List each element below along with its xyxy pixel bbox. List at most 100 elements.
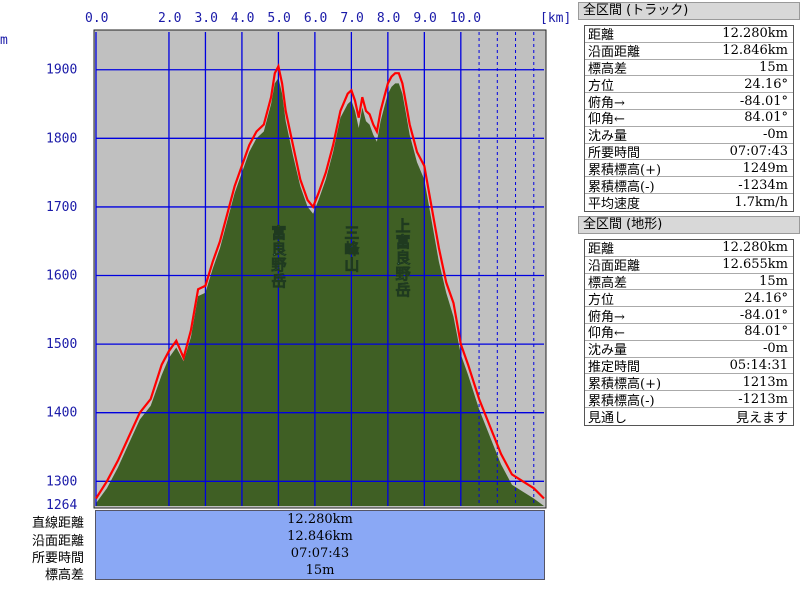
stat-label: 俯角→ [588, 309, 625, 325]
stat-label: 見通し [588, 410, 628, 426]
x-tick-label: 6.0 [304, 11, 327, 26]
summary-label: 標高差 [44, 568, 84, 583]
y-tick-label: 1500 [46, 337, 77, 352]
stat-label: 沈み量 [588, 129, 628, 145]
summary-values-box: 12.280km 12.846km 07:07:43 15m [95, 510, 545, 580]
terrain-panel-title: 全区間 (地形) [578, 216, 800, 234]
x-tick-label: 4.0 [231, 11, 254, 26]
y-tick-label: 1600 [46, 269, 77, 284]
peak-annotation-char: 峰 [344, 240, 360, 258]
stat-value: 見えます [735, 410, 788, 426]
y-tick-label: 1300 [46, 474, 77, 489]
stat-label: 距離 [588, 242, 615, 258]
stat-value: 12.280km [722, 240, 788, 256]
stat-row: 沈み量 -0m [585, 341, 793, 358]
stat-value: 1.7km/h [734, 194, 788, 210]
peak-annotation: 三峰山 [344, 224, 361, 275]
y-tick-label: 1900 [46, 63, 77, 78]
stat-label: 所要時間 [588, 145, 641, 161]
x-unit-label: [km] [540, 11, 571, 26]
stat-value: -0m [763, 341, 788, 357]
stat-row: 見通し 見えます [585, 408, 793, 426]
stat-row: 平均速度 1.7km/h [585, 194, 793, 212]
peak-annotation-char: 岳 [395, 281, 410, 299]
stat-value: 05:14:31 [729, 357, 788, 373]
stat-value: 84.01° [744, 324, 788, 340]
summary-labels: 直線距離 沿面距離 所要時間 標高差 [0, 510, 90, 600]
track-panel-title: 全区間 (トラック) [578, 2, 800, 20]
elevation-profile-chart: 0.0 2.0 3.0 4.0 5.0 6.0 7.0 8.0 9.0 10.0 1300 1400… [0, 11, 571, 510]
terrain-stats-table: 距離 12.280km 沿面距離 12.655km 標高差 15m 方位 24.16° … [584, 239, 794, 426]
stat-value: 84.01° [744, 110, 788, 126]
stat-row: 所要時間 07:07:43 [585, 144, 793, 161]
summary-value: 12.280km [287, 512, 353, 527]
stat-label: 俯角→ [588, 95, 625, 111]
stat-row: 推定時間 05:14:31 [585, 358, 793, 375]
stat-label: 累積標高(-) [588, 179, 655, 195]
summary-label: 直線距離 [31, 516, 84, 531]
peak-annotation-char: 野 [395, 265, 410, 283]
stat-value: 24.16° [744, 290, 788, 306]
summary-value: 07:07:43 [290, 546, 350, 561]
peak-annotation-char: 富 [271, 224, 286, 242]
stat-row: 方位 24.16° [585, 76, 793, 94]
stat-value: -1234m [738, 177, 788, 193]
stat-value: 1249m [742, 160, 788, 176]
x-tick-label: 2.0 [158, 11, 181, 26]
summary-label: 沿面距離 [31, 534, 84, 549]
x-tick-label: 3.0 [194, 11, 217, 26]
stat-value: 15m [759, 59, 788, 75]
grid-lines [95, 32, 544, 506]
x-tick-label: 7.0 [340, 11, 363, 26]
summary-value: 12.846km [287, 529, 353, 544]
summary-label: 所要時間 [31, 551, 84, 566]
stat-row: 仰角← 84.01° [585, 324, 793, 341]
terrain-stats-panel: 全区間 (地形) 距離 12.280km 沿面距離 12.655km 標高差 15m … [578, 216, 800, 426]
stat-label: 方位 [588, 292, 615, 308]
stat-label: 方位 [588, 78, 615, 94]
stat-row: 俯角→ -84.01° [585, 93, 793, 111]
stat-value: -84.01° [739, 93, 788, 109]
track-stats-panel: 全区間 (トラック) 距離 12.280km 沿面距離 12.846km 標高差 15… [578, 2, 800, 212]
stat-value: -84.01° [739, 307, 788, 323]
peak-annotation-char: 山 [344, 256, 359, 274]
stat-label: 沿面距離 [588, 45, 641, 61]
x-axis-ticks: 0.0 2.0 3.0 4.0 5.0 6.0 7.0 8.0 9.0 10.0 [85, 11, 481, 26]
stat-value: 12.846km [722, 43, 788, 59]
stat-label: 距離 [588, 28, 615, 44]
peak-annotation-char: 良 [271, 240, 286, 258]
stat-label: 平均速度 [588, 196, 641, 212]
peak-annotation-char: 良 [395, 249, 410, 267]
stat-row: 沿面距離 12.846km [585, 43, 793, 60]
peak-annotation-char: 岳 [271, 272, 286, 290]
stat-row: 沿面距離 12.655km [585, 257, 793, 274]
x-tick-label: 9.0 [413, 11, 436, 26]
stat-value: 15m [759, 273, 788, 289]
stat-row: 累積標高(-) -1213m [585, 391, 793, 409]
y-axis-ticks: 1300 1400 1500 1600 1700 1800 1900 [46, 63, 77, 490]
x-tick-label: 0.0 [85, 11, 108, 26]
stat-row: 沈み量 -0m [585, 127, 793, 144]
peak-annotation-char: 富 [395, 233, 410, 251]
stat-value: 12.655km [722, 257, 788, 273]
stat-label: 累積標高(+) [588, 376, 662, 392]
peak-annotation-char: 上 [395, 217, 410, 235]
peak-annotation-char: 野 [271, 256, 286, 274]
stat-value: 1213m [742, 374, 788, 390]
stat-value: 07:07:43 [729, 143, 788, 159]
stat-value: 12.280km [722, 26, 788, 42]
track-stats-table: 距離 12.280km 沿面距離 12.846km 標高差 15m 方位 24.16° … [584, 25, 794, 212]
stat-row: 距離 12.280km [585, 240, 793, 257]
stat-row: 仰角← 84.01° [585, 110, 793, 127]
peak-annotation-char: 三 [344, 224, 359, 242]
x-tick-label: 5.0 [267, 11, 290, 26]
y-tick-label: 1700 [46, 200, 77, 215]
stat-label: 沿面距離 [588, 259, 641, 275]
stat-row: 累積標高(+) 1213m [585, 374, 793, 392]
stat-row: 累積標高(+) 1249m [585, 160, 793, 178]
stat-label: 仰角← [588, 326, 625, 342]
stat-row: 方位 24.16° [585, 290, 793, 308]
